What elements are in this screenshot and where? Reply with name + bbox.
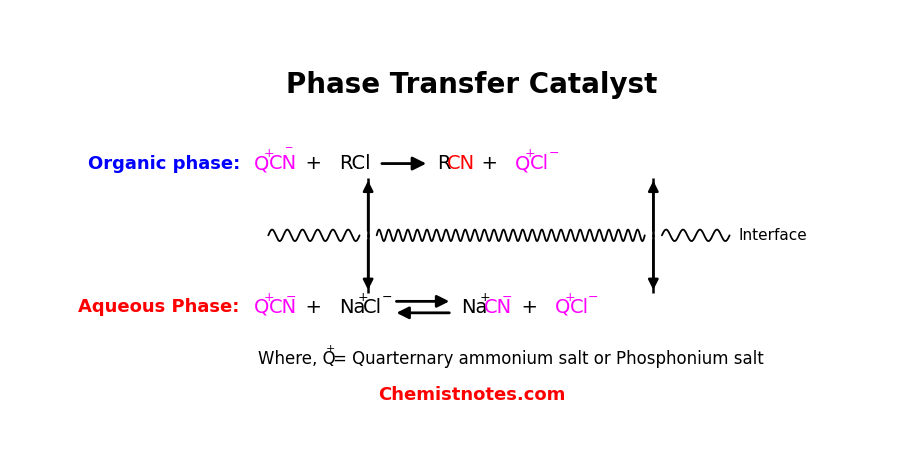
Text: −: − <box>285 290 296 303</box>
Text: Chemistnotes.com: Chemistnotes.com <box>378 386 564 404</box>
Text: +: + <box>479 290 489 303</box>
Text: +: + <box>508 298 550 316</box>
Text: −: − <box>587 290 598 303</box>
Text: +: + <box>563 290 574 303</box>
Text: Cl: Cl <box>529 154 549 173</box>
Text: CN: CN <box>483 298 512 316</box>
Text: R: R <box>437 154 450 173</box>
Text: ‾: ‾ <box>285 147 291 160</box>
Text: Interface: Interface <box>738 228 807 243</box>
Text: Organic phase:: Organic phase: <box>87 155 240 172</box>
Text: Q: Q <box>254 154 269 173</box>
Text: Q: Q <box>515 154 530 173</box>
Text: −: − <box>548 147 558 160</box>
Text: +: + <box>263 290 274 303</box>
Text: +: + <box>292 298 334 316</box>
Text: Aqueous Phase:: Aqueous Phase: <box>78 298 240 316</box>
Text: −: − <box>501 290 511 303</box>
Text: Phase Transfer Catalyst: Phase Transfer Catalyst <box>286 71 656 99</box>
Text: −: − <box>381 290 391 303</box>
Text: Na: Na <box>460 298 486 316</box>
Text: +: + <box>263 147 274 160</box>
Text: +: + <box>524 147 535 160</box>
Text: +: + <box>469 154 510 173</box>
Text: Where, Q: Where, Q <box>257 350 335 368</box>
Text: CN: CN <box>268 298 296 316</box>
Text: CN: CN <box>268 154 296 173</box>
Text: RCl: RCl <box>339 154 370 173</box>
Text: Cl: Cl <box>362 298 381 316</box>
Text: Na: Na <box>339 298 365 316</box>
Text: +: + <box>325 344 335 354</box>
Text: Q: Q <box>554 298 570 316</box>
Text: Q: Q <box>254 298 269 316</box>
Text: Cl: Cl <box>569 298 588 316</box>
Text: CN: CN <box>447 154 474 173</box>
Text: +: + <box>292 154 334 173</box>
Text: = Quarternary ammonium salt or Phosphonium salt: = Quarternary ammonium salt or Phosphoni… <box>333 350 763 368</box>
Text: +: + <box>357 290 368 303</box>
